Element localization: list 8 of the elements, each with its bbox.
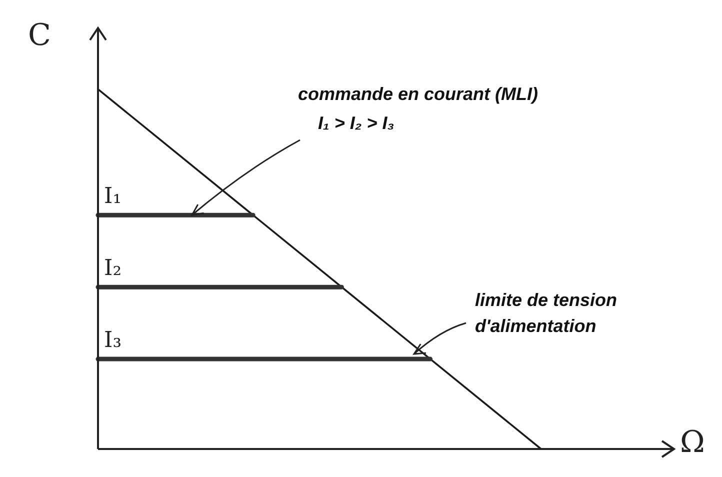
annotation: I₁ > I₂ > I₃ <box>318 113 394 133</box>
series-label: I₃ <box>104 328 122 354</box>
annotation: limite de tension d'alimentation <box>475 290 618 336</box>
x-axis-title: Ω <box>680 425 705 460</box>
y-axis-title: C <box>28 18 51 53</box>
annotation: commande en courant (MLI) <box>298 84 538 104</box>
series-label: I₂ <box>104 256 122 282</box>
series-label: I₁ <box>104 184 122 210</box>
